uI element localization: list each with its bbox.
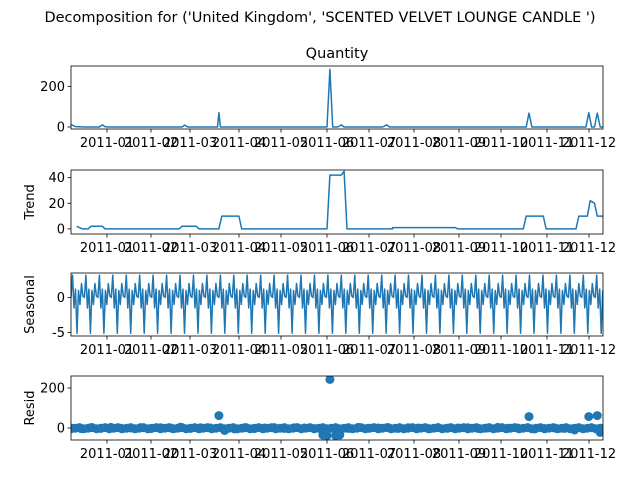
seasonal-series-line [71, 275, 603, 333]
figure-suptitle: Decomposition for ('United Kingdom', 'SC… [44, 10, 595, 26]
quantity-axes-frame [71, 66, 603, 129]
resid-xtick-label: 2011-12 [562, 447, 616, 462]
seasonal-ytick-label: 0 [57, 291, 65, 306]
resid-ylabel: Resid [23, 390, 38, 425]
resid-ytick-label: 200 [40, 382, 65, 397]
seasonal-panel: -502011-012011-022011-032011-042011-0520… [23, 273, 616, 358]
seasonal-plot-area [71, 275, 603, 333]
resid-point [593, 411, 602, 420]
quantity-ytick-label: 200 [40, 80, 65, 95]
resid-point [614, 424, 623, 433]
trend-ytick-label: 0 [57, 222, 65, 237]
seasonal-xtick-label: 2011-12 [562, 343, 616, 358]
trend-axes-frame [71, 170, 603, 234]
trend-ytick-label: 20 [48, 197, 65, 212]
resid-point [584, 412, 593, 421]
quantity-xtick-label: 2011-03 [163, 136, 217, 151]
seasonal-ytick-label: -5 [52, 326, 65, 341]
resid-panel: 02002011-012011-022011-032011-042011-052… [23, 375, 640, 462]
quantity-panel: 02002011-012011-022011-032011-042011-052… [40, 46, 640, 151]
quantity-ytick-label: 0 [57, 120, 65, 135]
trend-xtick-label: 2011-12 [562, 241, 616, 256]
quantity-title: Quantity [306, 46, 369, 62]
trend-series-line [77, 171, 640, 229]
trend-ylabel: Trend [23, 184, 38, 221]
resid-point [634, 423, 640, 432]
resid-ytick-label: 0 [57, 422, 65, 437]
trend-panel: 020402011-012011-022011-032011-042011-05… [23, 170, 640, 256]
quantity-xtick-label: 2011-12 [562, 136, 616, 151]
resid-point [624, 424, 633, 433]
trend-plot-area [77, 171, 640, 229]
trend-xtick-label: 2011-03 [163, 241, 217, 256]
resid-point [214, 411, 223, 420]
panels-group: 02002011-012011-022011-032011-042011-052… [23, 46, 640, 462]
resid-plot-area [67, 375, 640, 440]
resid-point [525, 412, 534, 421]
seasonal-xtick-label: 2011-03 [163, 343, 217, 358]
seasonal-ylabel: Seasonal [23, 275, 38, 334]
quantity-plot-area [71, 69, 640, 127]
quantity-series-line [71, 69, 640, 127]
resid-xtick-label: 2011-03 [163, 447, 217, 462]
trend-ytick-label: 40 [48, 171, 65, 186]
resid-point [604, 425, 613, 434]
